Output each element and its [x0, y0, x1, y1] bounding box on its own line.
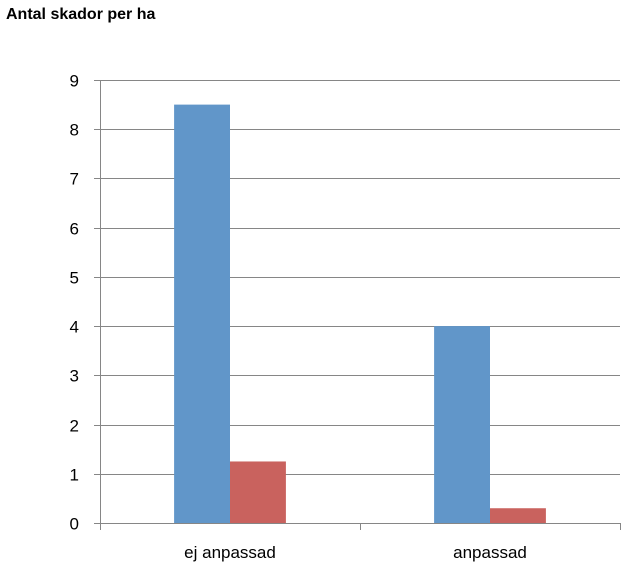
y-tick-label: 6	[70, 220, 79, 239]
y-tick-label: 5	[70, 269, 79, 288]
y-tick-label: 7	[70, 170, 79, 189]
y-tick-label: 9	[70, 72, 79, 91]
y-tick-label: 8	[70, 121, 79, 140]
y-tick-label: 4	[70, 318, 79, 337]
x-tick-label: ej anpassad	[184, 543, 276, 562]
bar-anpassad-series-1	[434, 326, 490, 523]
y-tick-label: 1	[70, 466, 79, 485]
y-tick-label: 2	[70, 417, 79, 436]
bar-ej-anpassad-series-1	[174, 104, 230, 523]
x-tick-label: anpassad	[453, 543, 527, 562]
y-tick-labels: 0 1 2 3 4 5 6 7 8 9	[70, 72, 79, 534]
bar-ej-anpassad-series-2	[230, 461, 286, 523]
gridlines	[100, 80, 620, 475]
chart-title: Antal skador per ha	[6, 6, 156, 23]
x-tick-labels: ej anpassad anpassad	[184, 543, 527, 562]
y-tick-label: 3	[70, 367, 79, 386]
y-tick-label: 0	[70, 515, 79, 534]
axes	[94, 80, 621, 530]
bar-anpassad-series-2	[490, 508, 546, 523]
bars	[174, 104, 546, 523]
